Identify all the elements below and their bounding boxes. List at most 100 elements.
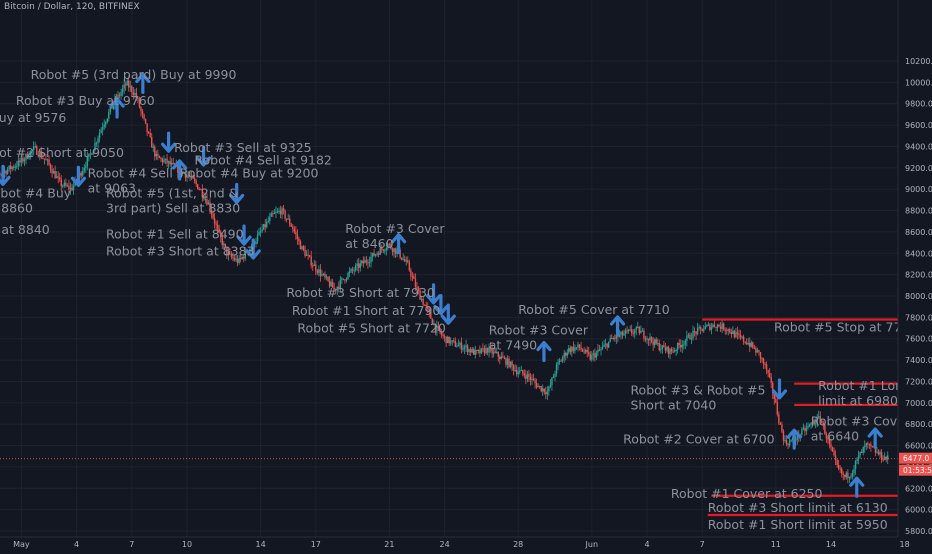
candle-body bbox=[514, 370, 516, 372]
candle-body bbox=[632, 332, 634, 334]
candle-body bbox=[431, 318, 434, 325]
time-tick-label: 28 bbox=[513, 540, 523, 549]
candle-body bbox=[325, 276, 328, 278]
candle-body bbox=[324, 273, 326, 278]
candle-body bbox=[243, 257, 245, 259]
candle-body bbox=[316, 270, 319, 273]
candle-body bbox=[790, 440, 792, 442]
annotation-label: Robot #1 Cover at 6250 bbox=[671, 486, 823, 501]
candle-body bbox=[204, 198, 207, 200]
candle-body bbox=[652, 341, 654, 346]
annotation-label: Buy at 9576 bbox=[0, 110, 66, 125]
candle-body bbox=[569, 347, 572, 352]
current-price-tag bbox=[899, 452, 932, 464]
time-tick-label: 14 bbox=[256, 540, 266, 549]
arrow-up-icon bbox=[609, 315, 626, 337]
price-tick-label: 9000.0 bbox=[905, 185, 932, 194]
candle-body bbox=[55, 176, 58, 179]
candle-body bbox=[131, 86, 133, 93]
candle-body bbox=[422, 299, 424, 305]
annotation-line: ell at 8840 bbox=[0, 222, 50, 237]
candle-body bbox=[410, 270, 412, 277]
candle-body bbox=[328, 280, 331, 287]
candle-body bbox=[611, 338, 613, 340]
time-tick-label: 18 bbox=[900, 540, 910, 549]
candle-body bbox=[167, 161, 170, 164]
annotation-label: Robot #1 Short at 7790 bbox=[292, 303, 441, 318]
annotation-line: Robot #5 Short at 7720 bbox=[297, 320, 446, 335]
annotation-line: at 8460 bbox=[345, 236, 393, 251]
candle-body bbox=[203, 196, 205, 199]
current-price-value: 6477.0 bbox=[903, 454, 929, 463]
candle-body bbox=[71, 187, 73, 191]
candle-body bbox=[538, 386, 541, 388]
annotation-line: Robot #1 Sell at 8490 bbox=[106, 226, 244, 241]
candle-body bbox=[376, 253, 378, 255]
candle-body bbox=[778, 414, 780, 424]
candle-body bbox=[60, 179, 62, 187]
annotation-label: Robot #3 Short at 7930 bbox=[286, 285, 435, 300]
candle-body bbox=[584, 349, 587, 353]
candle-body bbox=[238, 258, 240, 263]
time-axis[interactable] bbox=[0, 537, 898, 550]
candle-body bbox=[824, 424, 826, 435]
candle-body bbox=[709, 324, 711, 330]
annotation-line: Robot #2 Short at 9050 bbox=[0, 145, 124, 160]
candle-body bbox=[181, 172, 184, 174]
price-tick-label: 8400.0 bbox=[905, 249, 932, 258]
candle-body bbox=[692, 330, 694, 339]
candle-body bbox=[249, 248, 251, 253]
candle-body bbox=[604, 343, 607, 345]
candle-body bbox=[400, 257, 403, 260]
annotation-line: at 8860 bbox=[0, 201, 33, 216]
candle-body bbox=[454, 341, 457, 347]
candle-body bbox=[312, 265, 314, 267]
annotation-line: Robot #3 Short at 8383 bbox=[106, 243, 255, 258]
candle-body bbox=[667, 346, 670, 355]
candle-body bbox=[775, 398, 777, 403]
candle-body bbox=[189, 175, 191, 177]
candle-body bbox=[591, 354, 593, 360]
candle-body bbox=[655, 339, 657, 344]
annotation-label: Robot #3 Short at 8383 bbox=[106, 243, 255, 258]
candle-body bbox=[473, 348, 475, 355]
candle-body bbox=[845, 472, 848, 478]
candle-body bbox=[85, 166, 87, 169]
candle-body bbox=[439, 327, 441, 333]
candle-body bbox=[755, 348, 757, 353]
candle-body bbox=[847, 472, 849, 479]
arrow-up-icon bbox=[391, 233, 407, 255]
candle-body bbox=[149, 132, 151, 137]
candle-body bbox=[226, 247, 228, 256]
candle-body bbox=[583, 351, 585, 353]
candle-body bbox=[718, 324, 720, 327]
candle-body bbox=[758, 350, 760, 353]
time-tick-label: 7 bbox=[129, 540, 134, 549]
annotation-line: at 6640 bbox=[811, 428, 859, 443]
candle-body bbox=[482, 348, 484, 350]
candle-body bbox=[72, 185, 75, 191]
candle-body bbox=[134, 92, 136, 96]
candle-body bbox=[319, 269, 322, 276]
candle-body bbox=[450, 340, 452, 344]
candle-body bbox=[555, 364, 558, 374]
candle-body bbox=[445, 336, 447, 344]
candle-body bbox=[574, 347, 576, 352]
candle-body bbox=[626, 330, 628, 332]
annotation-label: Robot #2 Cover at 6700 bbox=[623, 431, 775, 446]
arrow-down-icon bbox=[161, 131, 177, 153]
candle-body bbox=[623, 333, 625, 336]
candle-body bbox=[535, 382, 538, 388]
candle-body bbox=[437, 325, 440, 328]
price-tick-label: 6800.0 bbox=[905, 420, 932, 429]
annotation-line: at 7490 bbox=[489, 337, 537, 352]
candle-body bbox=[391, 248, 394, 252]
candle-body bbox=[854, 460, 857, 470]
time-tick-label: 14 bbox=[826, 540, 836, 549]
candle-body bbox=[287, 218, 289, 220]
candle-body bbox=[844, 474, 846, 478]
time-tick-label: 4 bbox=[644, 540, 649, 549]
candle-body bbox=[5, 170, 7, 174]
